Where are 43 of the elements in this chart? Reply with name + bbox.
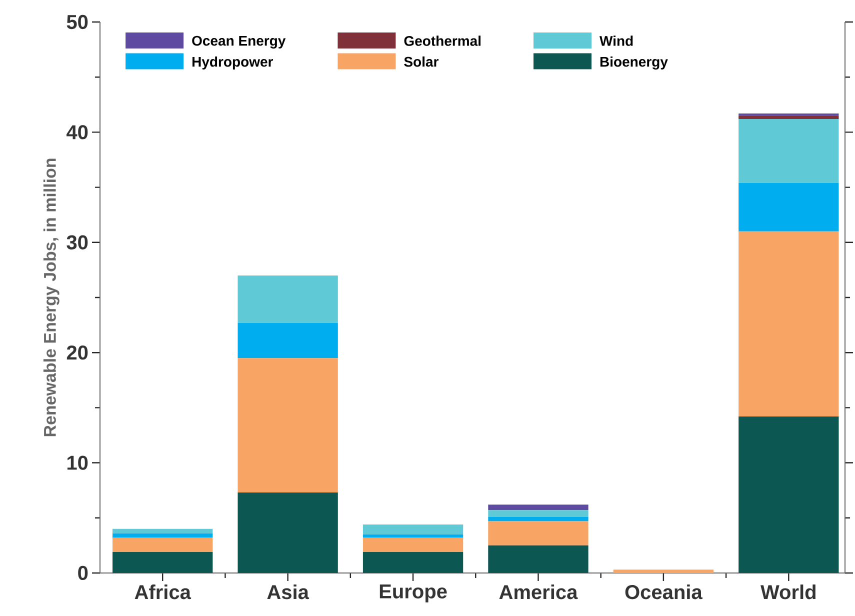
x-tick-label: World <box>760 584 816 600</box>
bar <box>738 118 839 183</box>
y-tick-label: 50 <box>66 14 88 30</box>
bar <box>238 358 338 493</box>
bar <box>362 538 464 552</box>
bar <box>738 231 839 417</box>
bar <box>488 510 588 517</box>
bar <box>238 322 338 358</box>
legend-label: Geothermal <box>404 36 481 46</box>
bar <box>738 416 839 573</box>
bar <box>613 570 714 573</box>
legend-label: Hydropower <box>192 56 274 70</box>
legend-label: Bioenergy <box>600 56 668 70</box>
x-tick-label: Europe <box>380 584 447 602</box>
bar <box>112 533 213 538</box>
bar <box>112 552 213 573</box>
bar <box>238 492 338 573</box>
bar <box>362 524 464 534</box>
y-tick-label: 20 <box>66 346 88 360</box>
bar <box>112 538 213 552</box>
legend-label: Solar <box>404 56 439 67</box>
x-tick-label: Asia <box>267 584 310 600</box>
x-tick-label: Oceania <box>625 584 702 600</box>
x-tick-label: America <box>499 584 578 600</box>
y-axis-title: Renewable Energy Jobs, in million <box>43 158 60 436</box>
x-tick-label: Africa <box>134 584 192 600</box>
bar <box>362 552 464 573</box>
bar <box>112 528 213 534</box>
y-tick-label: 0 <box>78 566 88 580</box>
y-tick-label: 30 <box>66 235 88 250</box>
bar <box>488 504 588 510</box>
legend-label: Wind <box>600 36 633 46</box>
bar <box>362 534 464 538</box>
y-tick-label: 10 <box>67 456 88 470</box>
bar <box>738 116 839 119</box>
bar <box>738 113 839 116</box>
bar <box>238 275 338 323</box>
bar <box>488 516 588 522</box>
y-tick-label: 40 <box>66 125 88 140</box>
bar <box>738 182 839 232</box>
legend-label: Ocean Energy <box>192 36 286 49</box>
bar <box>488 545 588 573</box>
bar <box>488 521 588 546</box>
